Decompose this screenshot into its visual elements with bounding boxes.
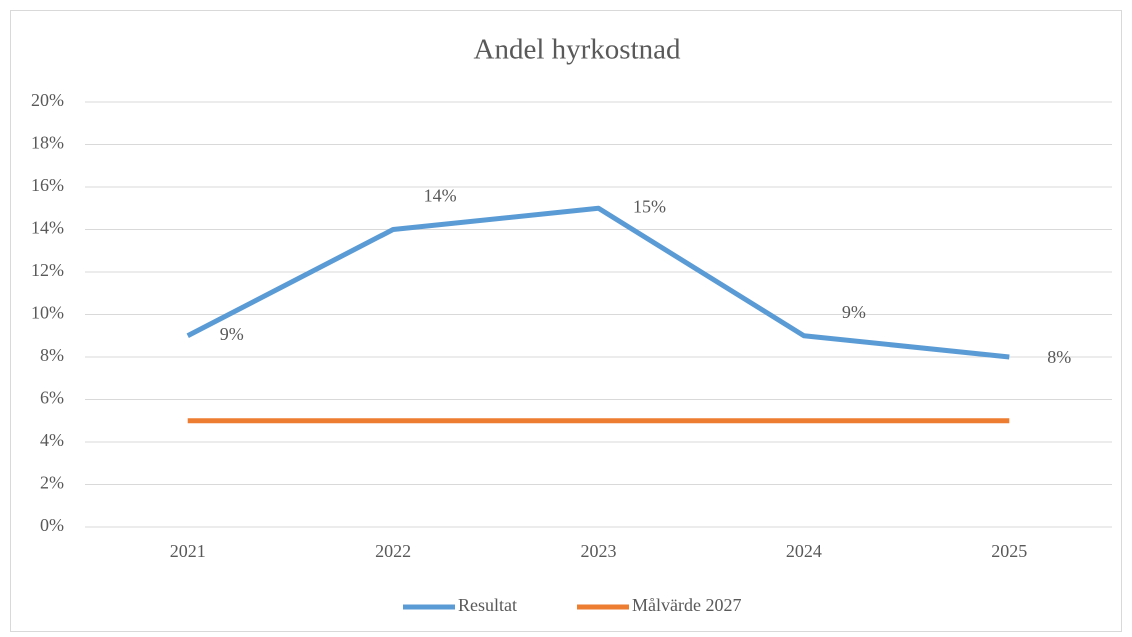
data-label: 9% [220,324,244,344]
y-tick-label: 16% [31,175,64,195]
x-tick-label: 2024 [786,541,822,561]
chart-border [10,10,1122,632]
data-label: 15% [633,196,666,216]
y-tick-label: 0% [40,515,64,535]
chart-title: Andel hyrkostnad [474,34,681,66]
y-tick-label: 14% [31,218,64,238]
x-tick-label: 2021 [170,541,206,561]
y-tick-label: 8% [40,345,64,365]
y-tick-label: 2% [40,473,64,493]
x-tick-label: 2023 [581,541,617,561]
y-tick-label: 20% [31,90,64,110]
y-tick-label: 6% [40,388,64,408]
y-tick-label: 10% [31,303,64,323]
y-tick-label: 18% [31,133,64,153]
legend-label: Målvärde 2027 [632,595,741,615]
x-tick-label: 2025 [991,541,1027,561]
y-tick-label: 4% [40,430,64,450]
data-label: 9% [842,302,866,322]
legend-label: Resultat [458,595,517,615]
series-line [186,205,1010,360]
y-tick-label: 12% [31,260,64,280]
x-tick-label: 2022 [375,541,411,561]
data-label: 8% [1047,347,1071,367]
data-label: 14% [424,186,457,206]
